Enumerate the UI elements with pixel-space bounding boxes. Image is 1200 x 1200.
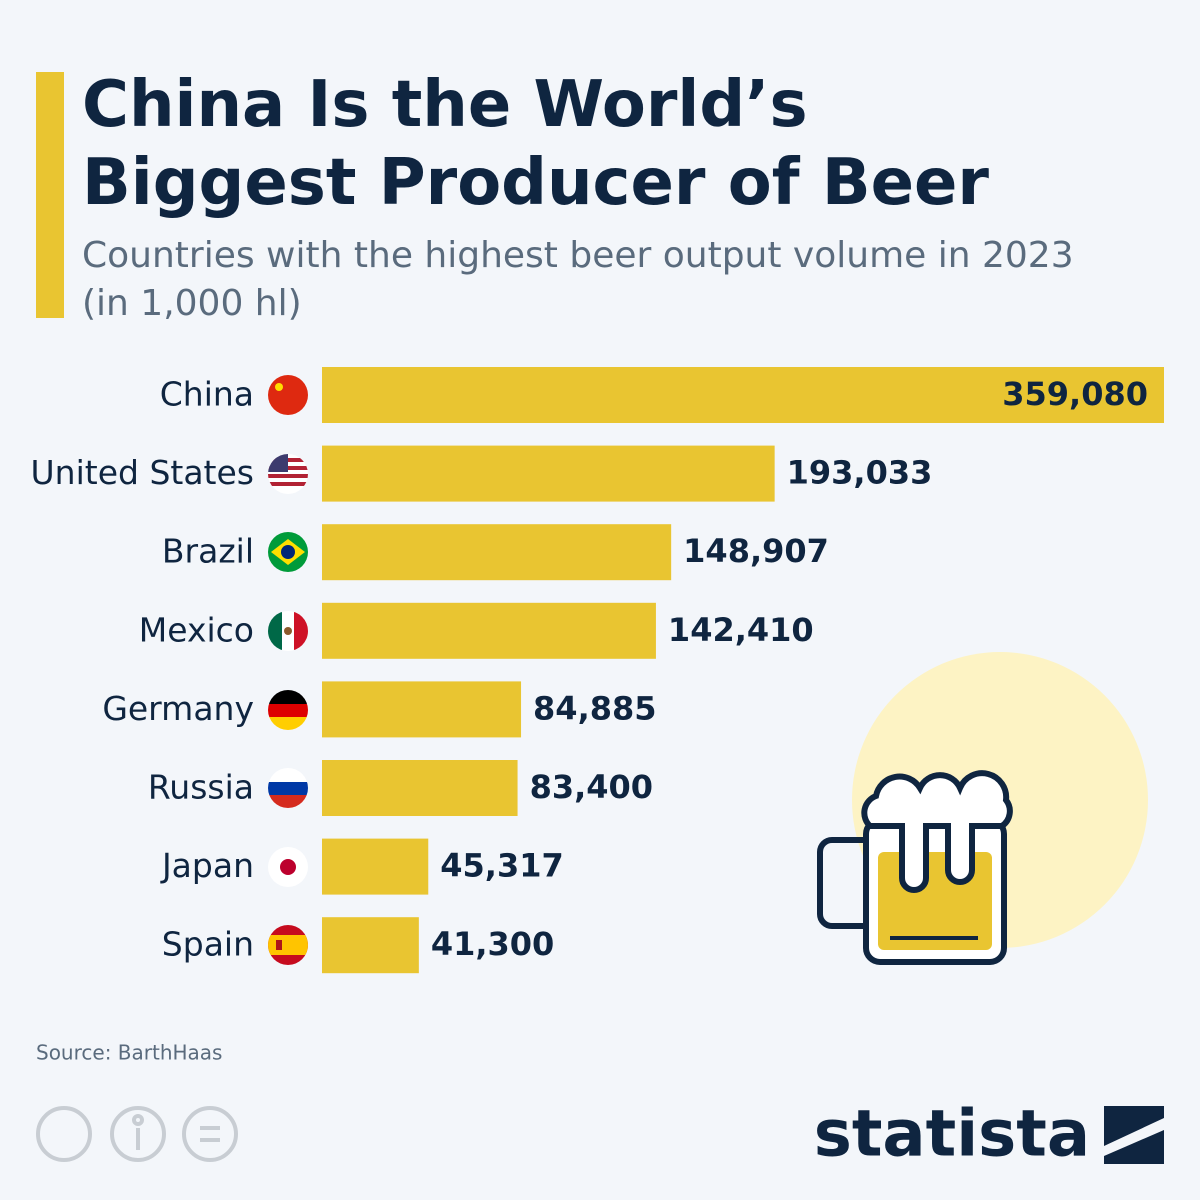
license-icons: [36, 1106, 238, 1162]
value-label: 142,410: [668, 611, 814, 649]
bar: [322, 760, 518, 816]
category-label: United States: [31, 453, 254, 492]
illustration: [817, 652, 1148, 965]
category-label: Brazil: [162, 532, 254, 571]
category-label: Russia: [148, 768, 254, 807]
category-label: China: [160, 375, 254, 414]
brand-icon: [1104, 1106, 1164, 1164]
bar: [322, 524, 672, 581]
brand-logo: statista: [814, 1098, 1090, 1172]
category-label: Germany: [102, 689, 254, 728]
value-label: 45,317: [440, 847, 563, 885]
bar: [322, 602, 656, 659]
value-label: 359,080: [1002, 375, 1148, 413]
chart-title: China Is the World’s Biggest Producer of…: [82, 68, 989, 220]
category-label: Japan: [160, 846, 254, 885]
bar: [322, 445, 775, 502]
value-label: 84,885: [533, 689, 656, 727]
bar: [322, 681, 522, 738]
value-label: 193,033: [787, 454, 933, 492]
bar: [322, 917, 419, 974]
bar: [322, 367, 1164, 423]
value-label: 41,300: [431, 925, 554, 963]
category-label: Spain: [162, 925, 254, 964]
value-label: 148,907: [683, 532, 829, 570]
value-label: 83,400: [530, 768, 653, 806]
flags: [268, 375, 308, 965]
source: Source: BarthHaas: [36, 1041, 222, 1065]
category-label: Mexico: [139, 610, 254, 649]
accent-bar: [36, 72, 64, 318]
bar: [322, 838, 429, 895]
chart-subtitle: Countries with the highest beer output v…: [82, 235, 1074, 324]
